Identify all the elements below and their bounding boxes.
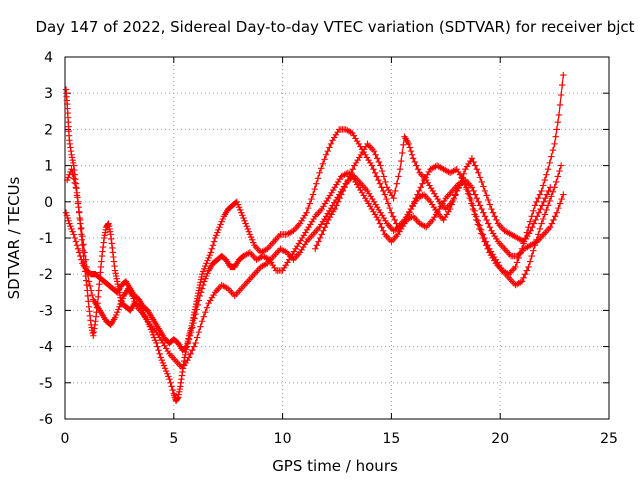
series-track-d [312, 133, 554, 253]
y-tick-label: -6 [39, 412, 53, 428]
series-line [65, 75, 564, 402]
data-point-markers [312, 133, 554, 253]
x-tick-label: 15 [382, 431, 400, 447]
x-tick-label: 25 [600, 431, 618, 447]
y-tick-label: 4 [44, 50, 53, 66]
y-tick-label: -1 [39, 231, 53, 247]
x-tick-label: 5 [169, 431, 178, 447]
chart-title: Day 147 of 2022, Sidereal Day-to-day VTE… [35, 18, 634, 36]
data-point-markers [62, 169, 567, 354]
series-track-b [62, 169, 567, 354]
y-tick-label: -4 [39, 340, 53, 356]
series-track-a [62, 71, 567, 405]
x-tick-label: 20 [491, 431, 509, 447]
series-track-c [63, 162, 565, 372]
y-tick-label: -2 [39, 267, 53, 283]
x-tick-label: 0 [61, 431, 70, 447]
y-tick-label: -5 [39, 376, 53, 392]
x-axis-label: GPS time / hours [272, 457, 398, 475]
y-tick-label: -3 [39, 303, 53, 319]
y-tick-label: 2 [44, 122, 53, 138]
data-series [62, 71, 567, 405]
y-tick-label: 0 [44, 195, 53, 211]
y-tick-label: 1 [44, 159, 53, 175]
y-axis-label: SDTVAR / TECUs [5, 176, 23, 299]
data-point-markers [62, 71, 567, 405]
x-tick-label: 10 [274, 431, 292, 447]
axis-ticks: 0 5 10 15 20 25 -6 -5 -4 -3 -2 -1 0 1 2 3 4 [39, 50, 618, 447]
data-point-markers [63, 162, 565, 372]
y-tick-label: 3 [44, 86, 53, 102]
